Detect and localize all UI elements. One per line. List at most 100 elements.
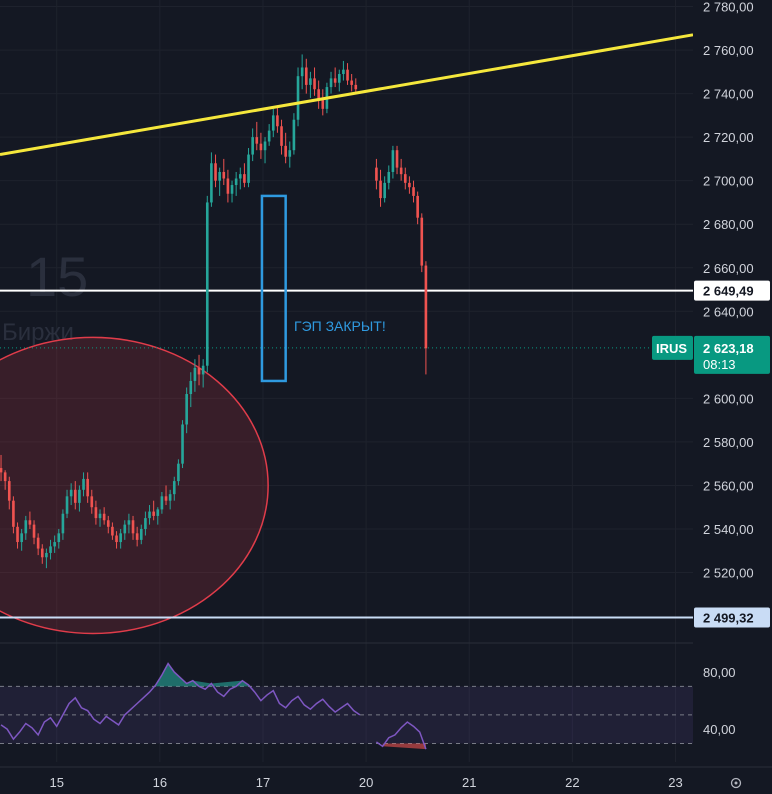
candle-body — [189, 380, 193, 395]
candle — [317, 80, 320, 109]
time-axis[interactable]: 15 16 17 20 21 22 23 — [0, 766, 772, 790]
candle — [354, 78, 358, 94]
candle-body — [168, 494, 172, 501]
candle — [383, 176, 386, 203]
candle-body — [288, 150, 292, 157]
candle — [234, 171, 238, 196]
candle — [408, 176, 411, 194]
candle — [131, 515, 135, 540]
candle — [177, 459, 180, 486]
candle-body — [45, 552, 48, 558]
candle-body — [156, 509, 160, 516]
candle — [160, 491, 164, 514]
candle-body — [131, 520, 135, 534]
candle-body — [403, 174, 407, 183]
candle — [7, 476, 11, 510]
level-price-tag — [694, 607, 770, 628]
candle-body — [20, 533, 23, 543]
candle — [420, 213, 424, 273]
candle — [193, 359, 197, 392]
symbol-watermark: 15 Биржи — [2, 245, 88, 346]
time-tick-label: 16 — [153, 775, 167, 790]
highlight-ellipse[interactable] — [0, 336, 269, 635]
candle-body — [238, 174, 242, 179]
candle — [0, 454, 3, 482]
ellipse-drawing[interactable] — [0, 336, 269, 635]
candle-body — [40, 548, 44, 558]
time-tick-label: 20 — [359, 775, 373, 790]
candle-body — [243, 174, 246, 183]
candle-body — [119, 533, 122, 543]
candle-body — [333, 78, 337, 83]
candle — [243, 163, 246, 188]
candle-body — [234, 178, 238, 186]
yellow-trendline[interactable] — [0, 33, 694, 157]
settings-icon[interactable] — [730, 777, 742, 789]
candle — [271, 108, 275, 138]
candle-body — [292, 119, 296, 151]
candle-body — [7, 481, 11, 501]
candle — [148, 505, 151, 525]
candle — [296, 67, 300, 127]
candle-body — [82, 478, 85, 490]
candle-body — [69, 489, 73, 497]
rsi-tick-label: 80,00 — [703, 665, 736, 680]
symbol-tag — [652, 335, 693, 360]
candle — [403, 167, 407, 190]
candle — [280, 119, 283, 155]
last-price-tag — [694, 335, 770, 374]
candle — [65, 489, 69, 519]
candle — [36, 533, 40, 556]
candle — [181, 420, 184, 469]
candle-body — [313, 78, 316, 90]
candle — [313, 67, 316, 96]
candle — [82, 472, 85, 497]
candle — [416, 191, 419, 225]
candle-body — [251, 137, 254, 155]
candle-body — [284, 145, 287, 157]
gap-drawing[interactable]: ГЭП ЗАКРЫТ! — [260, 194, 386, 383]
candle-body — [90, 496, 94, 508]
candle-body — [102, 513, 106, 521]
candle — [32, 520, 36, 545]
trendline-drawing[interactable] — [0, 33, 694, 157]
candle — [61, 509, 65, 540]
countdown-text: 08:13 — [703, 357, 736, 372]
horizontal-levels[interactable] — [0, 289, 693, 619]
candle — [73, 481, 77, 510]
level-price-text: 2 499,32 — [703, 611, 754, 626]
candle — [337, 69, 341, 92]
candle-body — [160, 496, 164, 510]
candle — [218, 167, 221, 196]
candle — [255, 121, 259, 151]
candle-body — [185, 394, 188, 425]
candle-body — [139, 528, 143, 540]
candle — [127, 513, 131, 534]
candle-body — [379, 180, 382, 199]
candle — [259, 132, 263, 159]
candle-body — [115, 535, 118, 543]
candle — [40, 544, 44, 564]
candle-body — [127, 520, 131, 525]
candle — [12, 496, 15, 534]
candle — [172, 476, 176, 501]
candle-body — [263, 141, 267, 151]
price-axis[interactable]: 2 780,00 2 760,00 2 740,00 2 720,00 2 700,00… — [693, 0, 772, 762]
candle-body — [65, 496, 69, 514]
candle-body — [177, 463, 180, 482]
candle — [284, 132, 287, 164]
candle — [391, 145, 395, 179]
candle — [350, 74, 353, 92]
candle-body — [416, 195, 419, 218]
candle-body — [28, 520, 32, 525]
candle-body — [98, 513, 102, 519]
candle — [247, 148, 250, 188]
candle-body — [172, 481, 176, 495]
time-tick-label: 17 — [256, 775, 270, 790]
gap-rectangle[interactable] — [260, 194, 287, 383]
candle-body — [300, 67, 304, 77]
candle — [115, 531, 118, 549]
candle-body — [3, 472, 7, 482]
candle — [304, 58, 308, 94]
